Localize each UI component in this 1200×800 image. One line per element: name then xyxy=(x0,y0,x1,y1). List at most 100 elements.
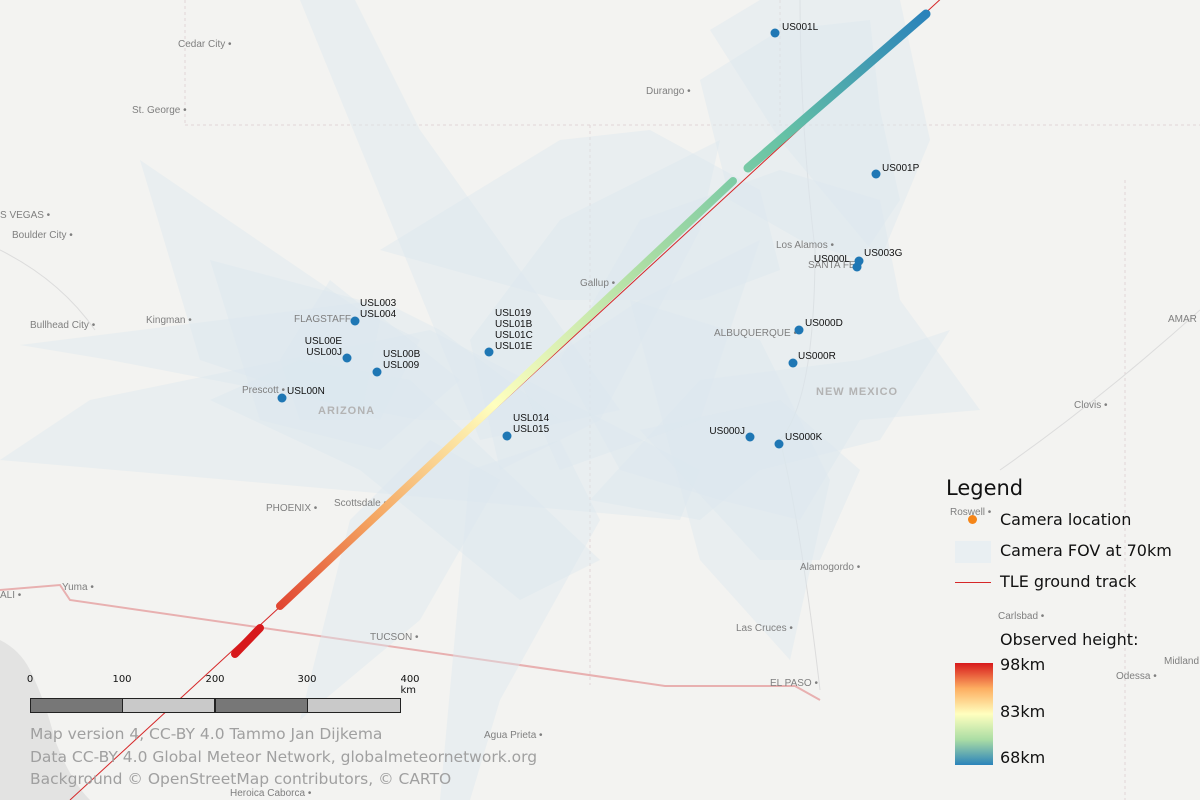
camera-marker-icon[interactable] xyxy=(372,367,382,377)
city-label: Scottsdale • xyxy=(334,498,387,509)
city-label: PHOENIX • xyxy=(266,503,318,514)
camera-marker-icon[interactable] xyxy=(788,358,798,368)
scale-bar-label: 300 xyxy=(297,674,317,685)
city-label: Agua Prieta • xyxy=(484,730,543,741)
camera-station-label: US000J xyxy=(709,426,745,437)
city-label: Midland • xyxy=(1164,656,1200,667)
city-label: AMAR • xyxy=(1168,314,1200,325)
scale-bar-label: 400 km xyxy=(400,674,420,696)
camera-station[interactable]: US001P xyxy=(871,163,920,179)
city-label: EL PASO • xyxy=(770,678,818,689)
city-label: Yuma • xyxy=(62,582,94,593)
camera-station-label: US001P xyxy=(882,163,920,174)
city-label: Odessa • xyxy=(1116,671,1157,682)
camera-dot-icon xyxy=(968,515,977,524)
map-credits: Map version 4, CC-BY 4.0 Tammo Jan Dijke… xyxy=(30,723,537,791)
city-label: Durango • xyxy=(646,86,691,97)
city-label: SANTA FE • xyxy=(808,260,862,271)
city-label: Bullhead City • xyxy=(30,320,96,331)
camera-station-label: US000D xyxy=(805,318,843,329)
city-label: Prescott • xyxy=(242,385,285,396)
city-label: ALBUQUERQUE • xyxy=(714,328,797,339)
camera-marker-icon[interactable] xyxy=(770,28,780,38)
camera-station-label: USL00N xyxy=(287,386,325,397)
legend-label: Camera FOV at 70km xyxy=(1000,541,1172,560)
trajectory-segment-upper xyxy=(743,9,931,173)
city-label: Las Cruces • xyxy=(736,623,793,634)
city-label: Gallup • xyxy=(580,278,616,289)
city-label: St. George • xyxy=(132,105,187,116)
camera-station-label: USL00E USL00J xyxy=(305,336,343,358)
city-labels: Cedar City • St. George • Durango • S VEGAS… xyxy=(0,39,1200,799)
region-labels: ARIZONA NEW MEXICO xyxy=(318,386,898,417)
camera-station[interactable]: USL00E USL00J xyxy=(305,336,352,363)
camera-marker-icon[interactable] xyxy=(342,353,352,363)
camera-station[interactable]: US000J xyxy=(709,426,755,442)
camera-station-label: USL00B USL009 xyxy=(383,349,421,371)
track-line-icon xyxy=(955,582,991,583)
camera-station[interactable]: US000R xyxy=(788,351,836,368)
city-label: Los Alamos • xyxy=(776,240,834,251)
camera-station-label: US000R xyxy=(798,351,836,362)
camera-marker-icon[interactable] xyxy=(794,325,804,335)
camera-stations: US001L US001P USL003 USL004 USL019 USL01B USL0… xyxy=(277,22,920,449)
camera-station[interactable]: US001L xyxy=(770,22,819,38)
city-label: FLAGSTAFF • xyxy=(294,314,358,325)
scale-bar-label: 100 xyxy=(112,674,132,685)
camera-station[interactable]: US003G xyxy=(854,248,903,266)
scale-bar-label: 0 xyxy=(26,674,34,685)
camera-station-label: US000K xyxy=(785,432,823,443)
colorbar-title: Observed height: xyxy=(1000,630,1139,649)
camera-marker-icon[interactable] xyxy=(277,393,287,403)
city-label: Clovis • xyxy=(1074,400,1108,411)
camera-station-label: USL003 USL004 xyxy=(360,298,397,320)
trajectory-segment-mid xyxy=(276,177,737,610)
camera-station[interactable]: USL003 USL004 xyxy=(350,298,397,326)
legend-label: Camera location xyxy=(1000,510,1132,529)
camera-marker-icon[interactable] xyxy=(774,439,784,449)
camera-station[interactable]: US000K xyxy=(774,432,823,449)
city-label: Alamogordo • xyxy=(800,562,861,573)
camera-station-label: USL014 USL015 xyxy=(513,413,550,435)
camera-station[interactable]: USL00N xyxy=(277,386,325,403)
camera-marker-icon[interactable] xyxy=(350,316,360,326)
scale-bar-segment xyxy=(307,698,401,713)
camera-marker-icon[interactable] xyxy=(745,432,755,442)
region-label: NEW MEXICO xyxy=(816,386,898,398)
height-colorbar xyxy=(955,663,993,765)
camera-marker-icon[interactable] xyxy=(502,431,512,441)
credit-line: Map version 4, CC-BY 4.0 Tammo Jan Dijke… xyxy=(30,725,383,743)
city-label: Carlsbad • xyxy=(998,611,1045,622)
meteor-trajectory xyxy=(231,9,931,658)
scale-bar-segment xyxy=(122,698,215,713)
legend-item-camera: Camera location xyxy=(946,510,1196,541)
legend-label: TLE ground track xyxy=(1000,572,1137,591)
camera-station-label: US000L xyxy=(814,254,851,265)
legend-title: Legend xyxy=(946,476,1024,500)
city-label: ALI • xyxy=(0,590,22,601)
city-label: S VEGAS • xyxy=(0,210,51,221)
credit-line: Data CC-BY 4.0 Global Meteor Network, gl… xyxy=(30,747,538,766)
city-label: Heroica Caborca • xyxy=(230,788,312,799)
city-label: TUCSON • xyxy=(370,632,419,643)
camera-station[interactable]: USL014 USL015 xyxy=(502,413,550,441)
camera-station[interactable]: USL019 USL01B USL01C USL01E xyxy=(484,308,533,357)
camera-marker-icon[interactable] xyxy=(871,169,881,179)
legend: Legend Camera location Camera FOV at 70k… xyxy=(946,476,1196,603)
camera-station[interactable]: US000D xyxy=(794,318,843,335)
camera-marker-icon[interactable] xyxy=(484,347,494,357)
camera-station[interactable]: USL00B USL009 xyxy=(372,349,421,377)
camera-marker-icon[interactable] xyxy=(854,256,864,266)
city-label: Cedar City • xyxy=(178,39,232,50)
scale-bar-label: 200 xyxy=(205,674,225,685)
fov-swatch-icon xyxy=(955,541,991,563)
scale-bar-segment xyxy=(30,698,123,713)
legend-item-track: TLE ground track xyxy=(946,572,1196,603)
camera-station-label: USL019 USL01B USL01C USL01E xyxy=(495,308,533,352)
colorbar-mid-label: 83km xyxy=(1000,702,1046,721)
region-label: ARIZONA xyxy=(318,405,375,417)
colorbar-max-label: 98km xyxy=(1000,655,1046,674)
city-label: Roswell • xyxy=(950,507,992,518)
